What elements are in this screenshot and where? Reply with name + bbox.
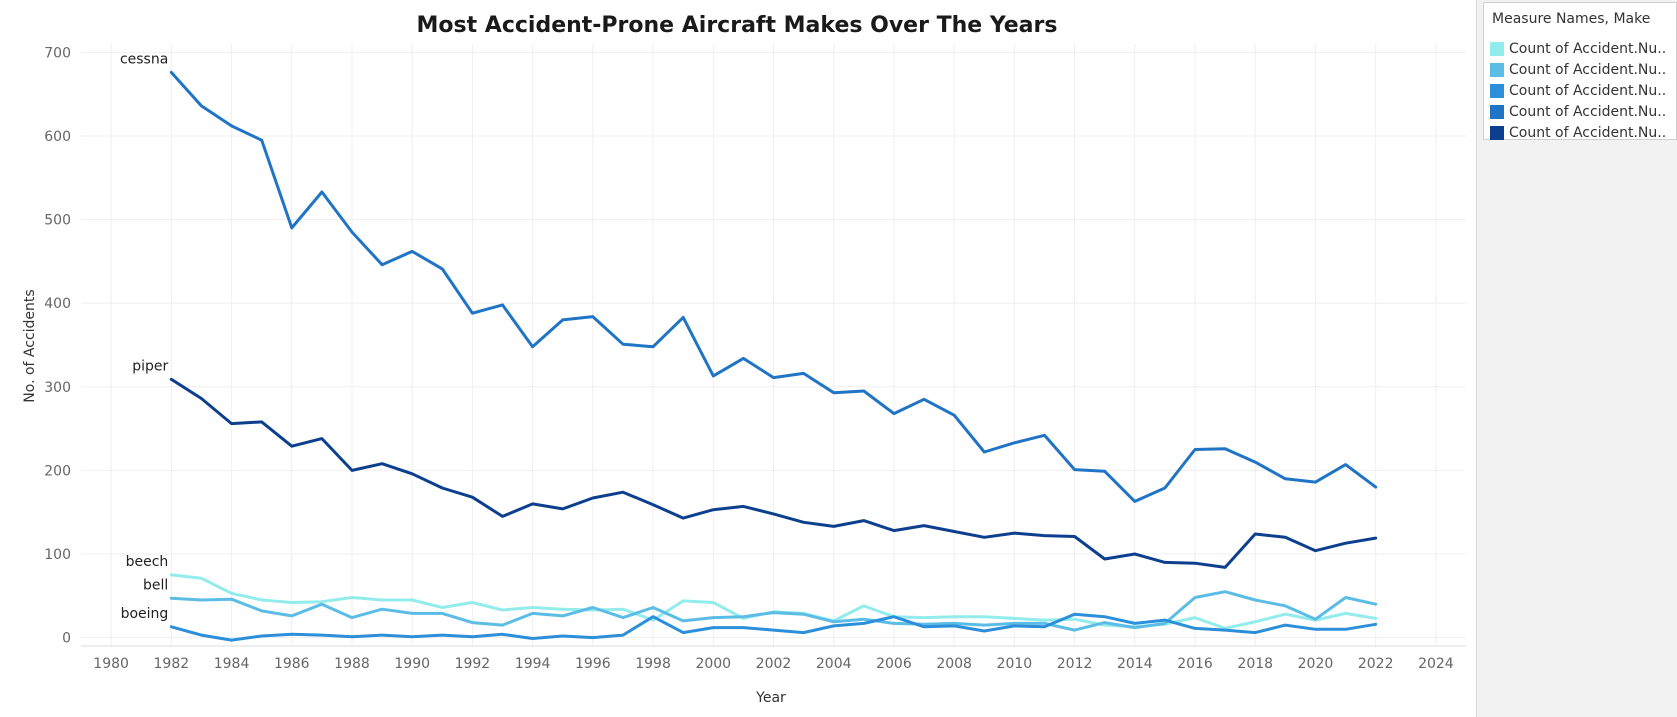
legend-item[interactable]: Count of Accident.Nu.. [1490, 82, 1669, 100]
y-tick-label: 700 [44, 45, 71, 61]
y-axis-title: No. of Accidents [22, 289, 38, 402]
x-tick-label: 1998 [635, 656, 671, 672]
legend-swatch [1490, 84, 1504, 98]
x-tick-label: 1982 [154, 656, 190, 672]
x-tick-label: 2000 [695, 656, 731, 672]
y-tick-label: 0 [62, 631, 71, 647]
legend-item-label: Count of Accident.Nu.. [1509, 83, 1667, 99]
x-tick-label: 1990 [394, 656, 430, 672]
y-tick-label: 500 [44, 213, 71, 229]
x-tick-label: 1996 [575, 656, 611, 672]
legend-item-label: Count of Accident.Nu.. [1509, 62, 1667, 78]
x-tick-label: 2002 [756, 656, 792, 672]
legend-title: Measure Names, Make [1492, 11, 1651, 27]
x-tick-label: 1988 [334, 656, 370, 672]
series-line-boeing [169, 612, 1378, 642]
y-tick-label: 600 [44, 129, 71, 145]
series-label-piper: piper [132, 358, 168, 374]
y-tick-label: 200 [44, 463, 71, 479]
legend: Measure Names, Make Count of Accident.Nu… [1483, 2, 1677, 142]
x-tick-label: 1980 [93, 656, 129, 672]
x-tick-label: 2014 [1117, 656, 1153, 672]
line-chart: Most Accident-Prone Aircraft Makes Over … [22, 13, 1466, 706]
y-tick-label: 100 [44, 547, 71, 563]
legend-item[interactable]: Count of Accident.Nu.. [1490, 40, 1669, 58]
x-axis-ticks: 1980 1982 1984 1986 1988 1990 1992 1994 1996 1998… [93, 656, 1454, 672]
legend-item[interactable]: Count of Accident.Nu.. [1490, 61, 1669, 79]
y-tick-label: 400 [44, 296, 71, 312]
x-tick-label: 2022 [1358, 656, 1394, 672]
x-tick-label: 2024 [1418, 656, 1454, 672]
x-tick-label: 2008 [936, 656, 972, 672]
y-axis-ticks: 0 100 200 300 400 500 600 700 [44, 45, 71, 646]
legend-swatch [1490, 63, 1504, 77]
chart-title: Most Accident-Prone Aircraft Makes Over … [417, 13, 1058, 38]
x-tick-label: 2018 [1237, 656, 1273, 672]
series-label-boeing: boeing [121, 606, 169, 622]
x-tick-label: 2020 [1298, 656, 1334, 672]
series-label-cessna: cessna [120, 51, 168, 67]
legend-item[interactable]: Count of Accident.Nu.. [1490, 103, 1669, 121]
x-axis-title: Year [755, 690, 786, 706]
legend-swatch [1490, 126, 1504, 140]
series-lines [169, 70, 1378, 642]
x-tick-label: 2012 [1057, 656, 1093, 672]
legend-item[interactable]: Count of Accident.Nu.. [1490, 124, 1669, 142]
legend-swatch [1490, 42, 1504, 56]
y-tick-label: 300 [44, 380, 71, 396]
series-label-bell: bell [143, 577, 168, 593]
x-tick-label: 2006 [876, 656, 912, 672]
x-tick-label: 2010 [997, 656, 1033, 672]
x-tick-label: 2016 [1177, 656, 1213, 672]
series-line-cessna [169, 70, 1378, 503]
x-tick-label: 1994 [515, 656, 551, 672]
legend-item-label: Count of Accident.Nu.. [1509, 41, 1667, 57]
x-tick-label: 2004 [816, 656, 852, 672]
x-tick-label: 1986 [274, 656, 310, 672]
series-line-bell [169, 590, 1378, 632]
x-tick-label: 1992 [455, 656, 491, 672]
series-labels: cessna piper beech bell boeing [120, 51, 169, 621]
legend-item-label: Count of Accident.Nu.. [1509, 125, 1667, 141]
legend-swatch [1490, 105, 1504, 119]
legend-item-label: Count of Accident.Nu.. [1509, 104, 1667, 120]
series-line-piper [169, 377, 1378, 569]
x-tick-label: 1984 [214, 656, 250, 672]
chart-grid [81, 44, 1466, 647]
series-label-beech: beech [126, 554, 169, 570]
